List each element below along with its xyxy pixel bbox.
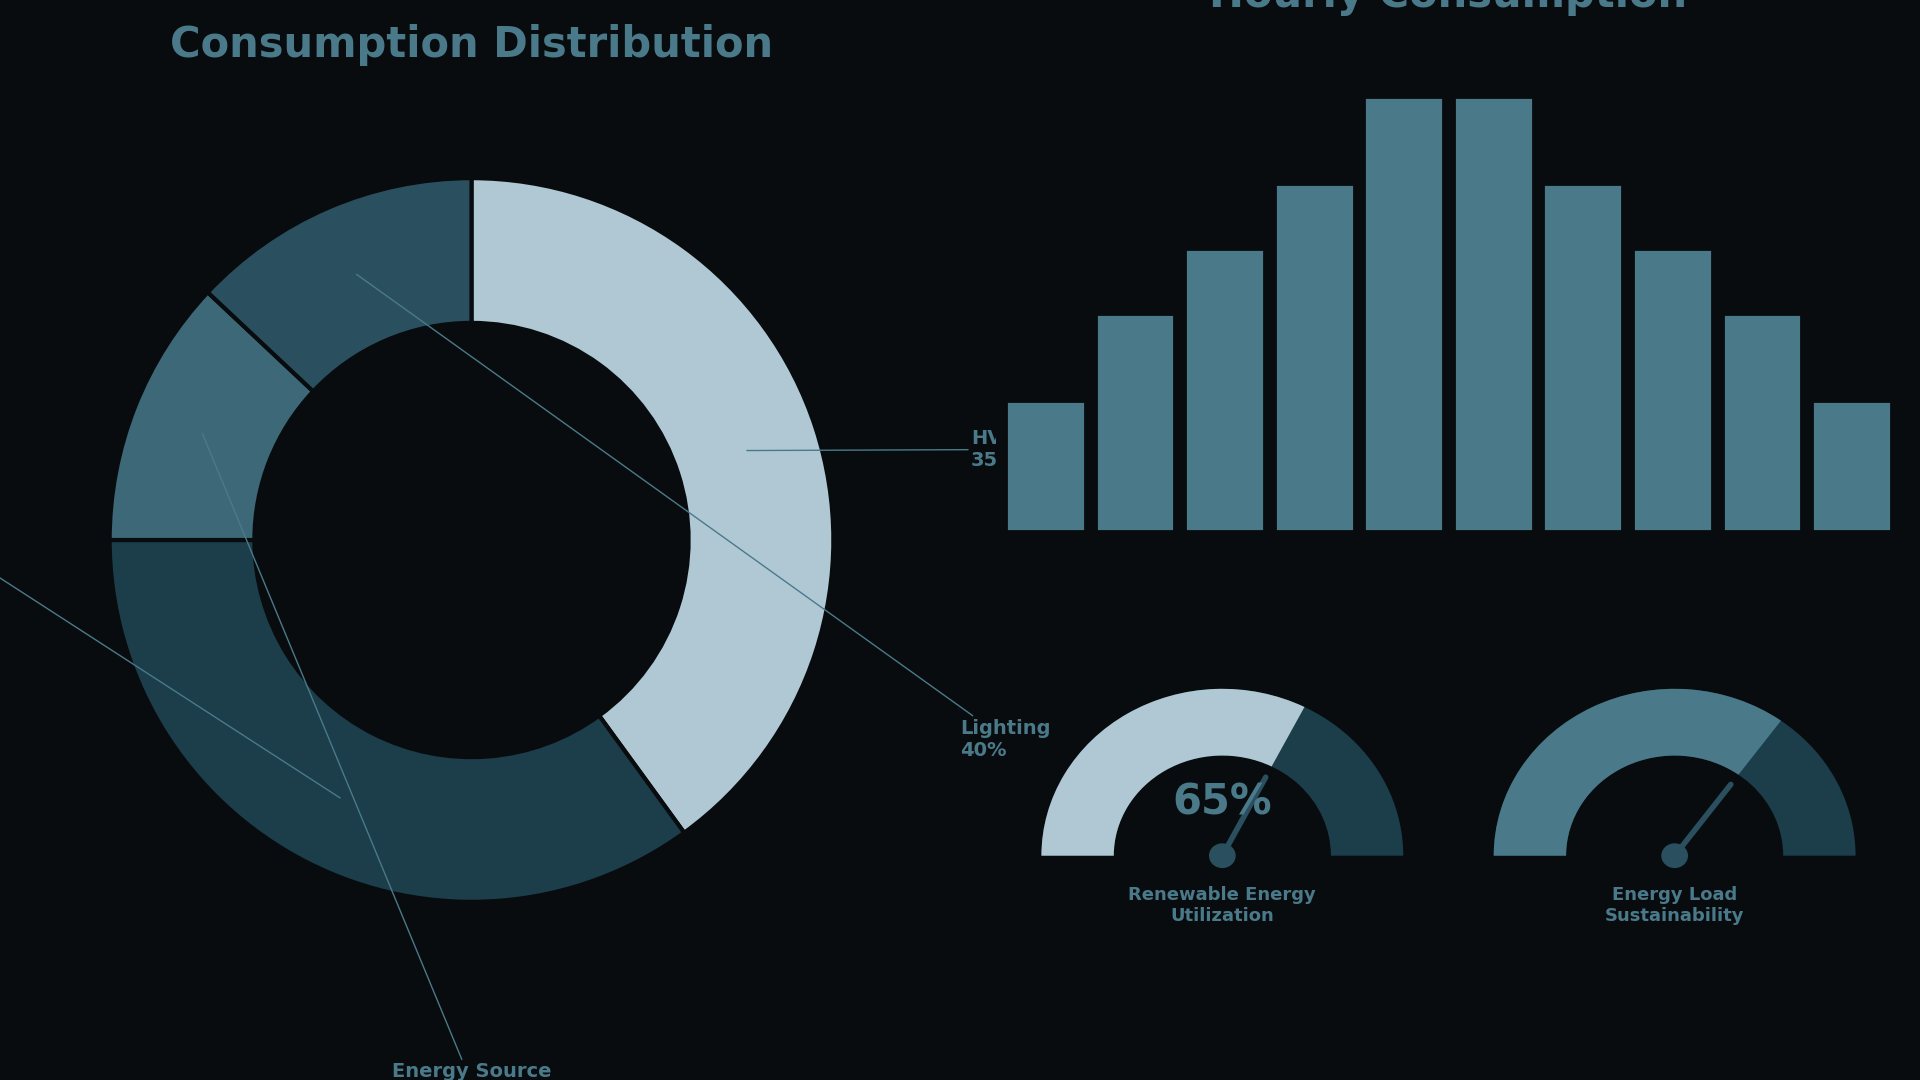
Text: 65%: 65% (1173, 781, 1273, 823)
Bar (1812, 401, 1891, 531)
Wedge shape (207, 178, 472, 391)
Text: Lighting
40%: Lighting 40% (357, 274, 1050, 759)
Text: Renewable Energy
Utilization: Renewable Energy Utilization (1129, 886, 1317, 924)
Bar (1722, 314, 1801, 531)
Wedge shape (472, 178, 833, 833)
Bar (1634, 249, 1713, 531)
Wedge shape (109, 540, 684, 902)
Wedge shape (109, 293, 313, 540)
Wedge shape (1041, 689, 1304, 855)
Text: Energy Load
Sustainability: Energy Load Sustainability (1605, 886, 1745, 924)
Title: Consumption Distribution: Consumption Distribution (171, 24, 774, 66)
Circle shape (1663, 843, 1688, 867)
Circle shape (253, 323, 689, 757)
Wedge shape (1041, 689, 1404, 855)
Circle shape (1210, 843, 1235, 867)
Bar (1365, 97, 1444, 531)
Text: Energy Source
10%: Energy Source 10% (202, 433, 551, 1080)
Text: Warehouse
15%: Warehouse 15% (0, 484, 340, 798)
Wedge shape (1494, 689, 1782, 855)
Bar (1544, 185, 1622, 531)
Bar (1453, 97, 1532, 531)
Title: Hourly Consumption: Hourly Consumption (1210, 0, 1688, 16)
Bar (1185, 249, 1263, 531)
Bar (1006, 401, 1085, 531)
Bar (1096, 314, 1175, 531)
Wedge shape (1494, 689, 1855, 855)
Bar (1275, 185, 1354, 531)
Text: HVAC
35%: HVAC 35% (747, 429, 1031, 470)
